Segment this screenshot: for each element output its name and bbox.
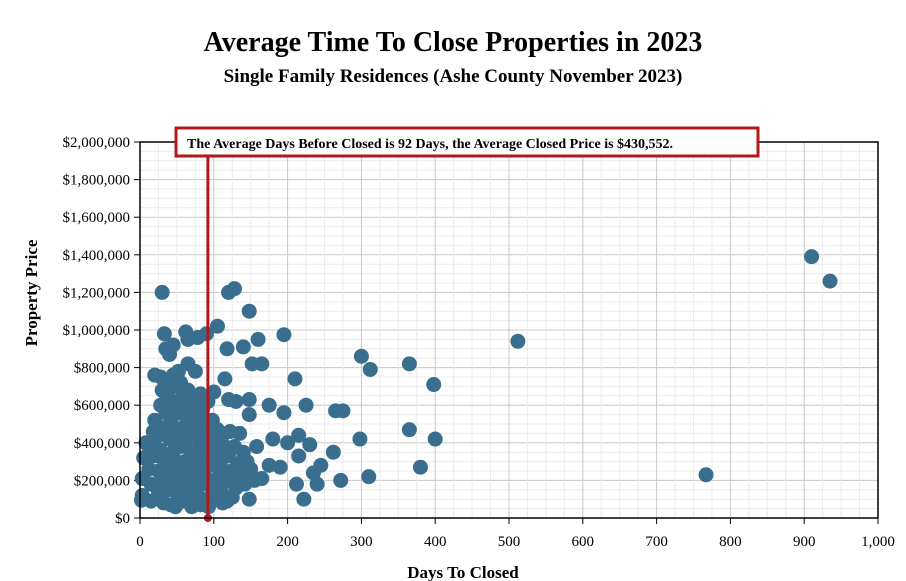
data-point — [219, 341, 235, 357]
y-axis-label: Property Price — [22, 239, 41, 346]
y-tick-label: $600,000 — [74, 398, 130, 414]
x-tick-label: 700 — [645, 534, 668, 550]
data-point — [288, 476, 304, 492]
data-point — [362, 361, 378, 377]
x-axis-ticks: 0 100 200 300 400 500 600 700 800 900 1,000 — [136, 518, 895, 550]
data-point — [228, 393, 244, 409]
y-axis-ticks: $0 $200,000 $400,000 $600,000 $800,000 $1,000… — [63, 135, 140, 527]
data-point — [158, 393, 174, 409]
data-point — [804, 249, 820, 265]
data-point — [272, 459, 288, 475]
data-point — [309, 476, 325, 492]
data-point — [217, 371, 233, 387]
data-point — [333, 472, 349, 488]
data-point — [352, 431, 368, 447]
data-point — [153, 369, 169, 385]
y-tick-label: $800,000 — [74, 361, 130, 377]
data-point — [241, 491, 257, 507]
data-point — [291, 448, 307, 464]
data-point — [296, 491, 312, 507]
y-tick-label: $1,000,000 — [63, 323, 131, 339]
y-tick-label: $1,400,000 — [63, 248, 131, 264]
y-tick-label: $400,000 — [74, 436, 130, 452]
data-point — [207, 472, 223, 488]
data-point — [426, 377, 442, 393]
x-tick-label: 900 — [793, 534, 816, 550]
data-point — [249, 439, 265, 455]
annotation-text: The Average Days Before Closed is 92 Day… — [187, 137, 673, 152]
data-point — [145, 424, 161, 440]
data-point — [235, 339, 251, 355]
data-point — [302, 437, 318, 453]
data-point — [276, 327, 292, 343]
y-tick-label: $0 — [115, 511, 130, 527]
data-point — [241, 407, 257, 423]
x-tick-label: 800 — [719, 534, 742, 550]
x-tick-label: 300 — [350, 534, 373, 550]
data-point — [241, 392, 257, 408]
data-point — [261, 457, 277, 473]
data-point — [165, 337, 181, 353]
data-point — [222, 424, 238, 440]
data-point — [298, 397, 314, 413]
data-point — [401, 356, 417, 372]
data-point — [261, 397, 277, 413]
x-axis-label: Days To Closed — [407, 563, 519, 581]
x-tick-label: 600 — [572, 534, 595, 550]
data-point — [335, 403, 351, 419]
data-point — [243, 461, 259, 477]
data-point — [226, 281, 242, 297]
data-point — [427, 431, 443, 447]
data-point — [154, 284, 170, 300]
data-point — [254, 356, 270, 372]
data-point — [182, 405, 198, 421]
chart-subtitle: Single Family Residences (Ashe County No… — [223, 66, 683, 87]
annotation-box — [174, 126, 760, 158]
x-tick-label: 200 — [276, 534, 299, 550]
data-point — [209, 422, 225, 438]
x-tick-label: 100 — [203, 534, 226, 550]
data-point — [280, 435, 296, 451]
data-point — [241, 303, 257, 319]
x-tick-label: 0 — [136, 534, 144, 550]
y-tick-label: $1,200,000 — [63, 285, 131, 301]
data-point — [250, 331, 266, 347]
x-tick-label: 500 — [498, 534, 521, 550]
y-tick-label: $1,600,000 — [63, 210, 131, 226]
data-point — [173, 375, 189, 391]
x-tick-label: 1,000 — [861, 534, 895, 550]
data-point — [510, 333, 526, 349]
data-points — [133, 249, 838, 515]
y-tick-label: $2,000,000 — [63, 135, 131, 151]
data-point — [325, 444, 341, 460]
data-point — [276, 405, 292, 421]
y-tick-label: $200,000 — [74, 473, 130, 489]
data-point — [287, 371, 303, 387]
chart-title: Average Time To Close Properties in 2023 — [203, 27, 703, 58]
data-point — [822, 273, 838, 289]
x-tick-label: 400 — [424, 534, 447, 550]
data-point — [141, 439, 157, 455]
data-point — [150, 448, 166, 464]
data-point — [209, 318, 225, 334]
data-point — [305, 465, 321, 481]
data-point — [412, 459, 428, 475]
data-point — [353, 348, 369, 364]
data-point — [401, 422, 417, 438]
y-tick-label: $1,800,000 — [63, 173, 131, 189]
data-point — [361, 469, 377, 485]
data-point — [156, 326, 172, 342]
data-point — [291, 427, 307, 443]
data-point — [187, 363, 203, 379]
data-point — [215, 495, 231, 511]
data-point — [265, 431, 281, 447]
grid — [139, 141, 879, 519]
data-point — [246, 472, 262, 488]
data-point — [193, 497, 209, 513]
data-point — [698, 467, 714, 483]
